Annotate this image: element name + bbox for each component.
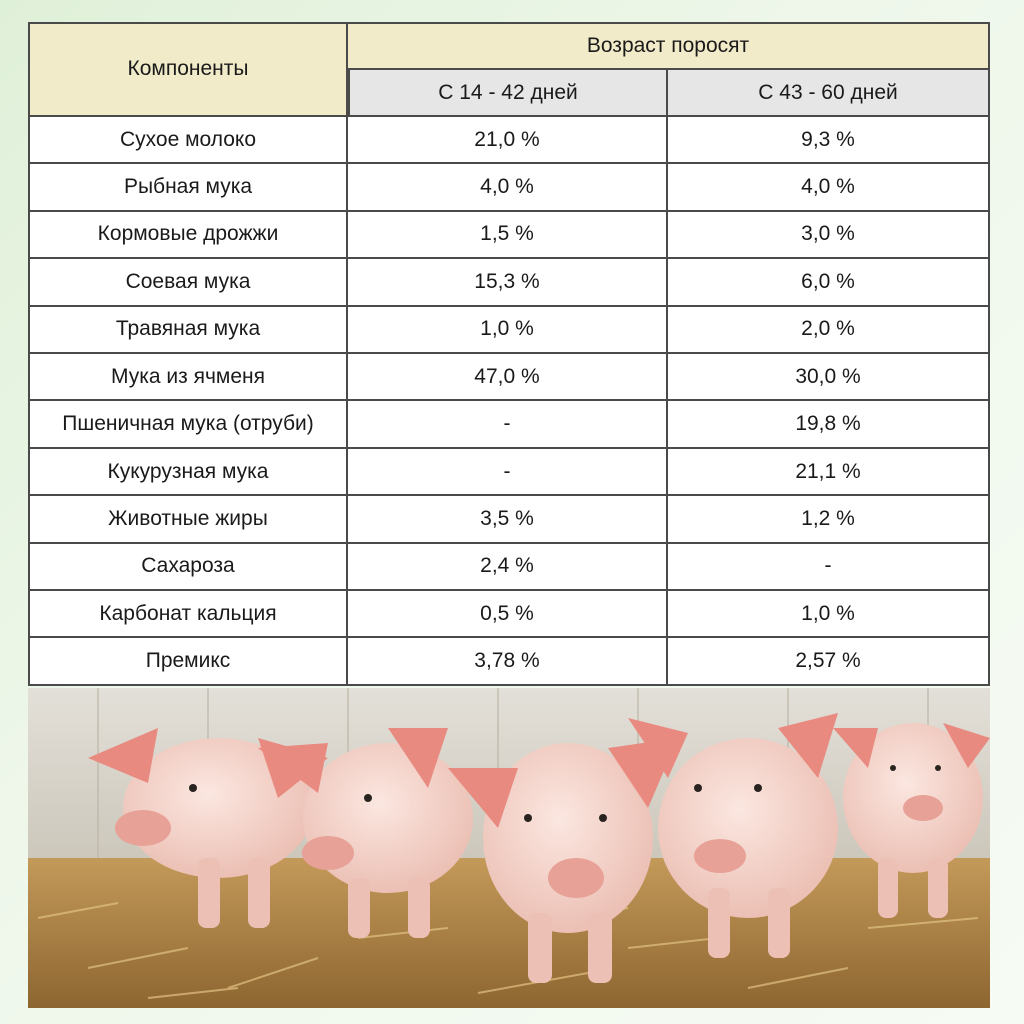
period2-cell: 21,1 % bbox=[668, 448, 991, 497]
table-row: Сахароза 2,4 % - bbox=[28, 543, 991, 592]
period1-cell: 47,0 % bbox=[348, 353, 668, 402]
table-row: Кукурузная мука - 21,1 % bbox=[28, 448, 991, 497]
table-row: Рыбная мука 4,0 % 4,0 % bbox=[28, 164, 991, 212]
table-row: Премикс 3,78 % 2,57 % bbox=[28, 638, 991, 686]
diet-table-card: Компоненты Возраст поросят С 14 - 42 дне… bbox=[28, 22, 991, 686]
period1-cell: 0,5 % bbox=[348, 591, 668, 639]
component-cell: Животные жиры bbox=[28, 496, 348, 544]
period2-cell: 9,3 % bbox=[668, 116, 991, 165]
period2-cell: 2,0 % bbox=[668, 306, 991, 354]
table-row: Травяная мука 1,0 % 2,0 % bbox=[28, 306, 991, 354]
header-period-1: С 14 - 42 дней bbox=[348, 70, 668, 117]
component-cell: Пшеничная мука (отруби) bbox=[28, 401, 348, 449]
header-period-2: С 43 - 60 дней bbox=[668, 70, 991, 117]
table-subheader-row: С 14 - 42 дней С 43 - 60 дней bbox=[28, 70, 991, 117]
period2-cell: - bbox=[668, 543, 991, 592]
period1-cell: - bbox=[348, 401, 668, 449]
period1-cell: 15,3 % bbox=[348, 259, 668, 307]
period1-cell: 21,0 % bbox=[348, 116, 668, 165]
period2-cell: 6,0 % bbox=[668, 259, 991, 307]
period2-cell: 2,57 % bbox=[668, 638, 991, 686]
component-cell: Рыбная мука bbox=[28, 164, 348, 212]
period2-cell: 4,0 % bbox=[668, 164, 991, 212]
diet-table: Компоненты Возраст поросят С 14 - 42 дне… bbox=[28, 22, 991, 686]
component-cell: Соевая мука bbox=[28, 259, 348, 307]
table-row: Карбонат кальция 0,5 % 1,0 % bbox=[28, 591, 991, 639]
piglets-illustration bbox=[28, 688, 990, 1008]
period2-cell: 19,8 % bbox=[668, 401, 991, 449]
table-row: Животные жиры 3,5 % 1,2 % bbox=[28, 496, 991, 544]
component-cell: Сахароза bbox=[28, 543, 348, 592]
period1-cell: 1,5 % bbox=[348, 211, 668, 260]
table-row: Сухое молоко 21,0 % 9,3 % bbox=[28, 116, 991, 165]
table-row: Мука из ячменя 47,0 % 30,0 % bbox=[28, 353, 991, 402]
period1-cell: 4,0 % bbox=[348, 164, 668, 212]
component-cell: Кормовые дрожжи bbox=[28, 211, 348, 260]
component-cell: Премикс bbox=[28, 638, 348, 686]
period2-cell: 3,0 % bbox=[668, 211, 991, 260]
table-row: Кормовые дрожжи 1,5 % 3,0 % bbox=[28, 211, 991, 260]
period1-cell: 1,0 % bbox=[348, 306, 668, 354]
component-cell: Карбонат кальция bbox=[28, 591, 348, 639]
period1-cell: 2,4 % bbox=[348, 543, 668, 592]
period1-cell: - bbox=[348, 448, 668, 497]
piglet-5 bbox=[833, 723, 990, 918]
period1-cell: 3,78 % bbox=[348, 638, 668, 686]
piglets-photo bbox=[28, 688, 990, 1008]
piglet-2 bbox=[258, 728, 473, 938]
component-cell: Сухое молоко bbox=[28, 116, 348, 165]
period1-cell: 3,5 % bbox=[348, 496, 668, 544]
header-components: Компоненты bbox=[28, 22, 348, 117]
component-cell: Травяная мука bbox=[28, 306, 348, 354]
table-row: Соевая мука 15,3 % 6,0 % bbox=[28, 259, 991, 307]
table-row: Пшеничная мука (отруби) - 19,8 % bbox=[28, 401, 991, 449]
header-age: Возраст поросят bbox=[348, 22, 991, 71]
period2-cell: 30,0 % bbox=[668, 353, 991, 402]
component-cell: Кукурузная мука bbox=[28, 448, 348, 497]
piglet-4 bbox=[628, 713, 838, 958]
component-cell: Мука из ячменя bbox=[28, 353, 348, 402]
period2-cell: 1,2 % bbox=[668, 496, 991, 544]
table-header-row: Компоненты Возраст поросят bbox=[28, 22, 991, 117]
period2-cell: 1,0 % bbox=[668, 591, 991, 639]
